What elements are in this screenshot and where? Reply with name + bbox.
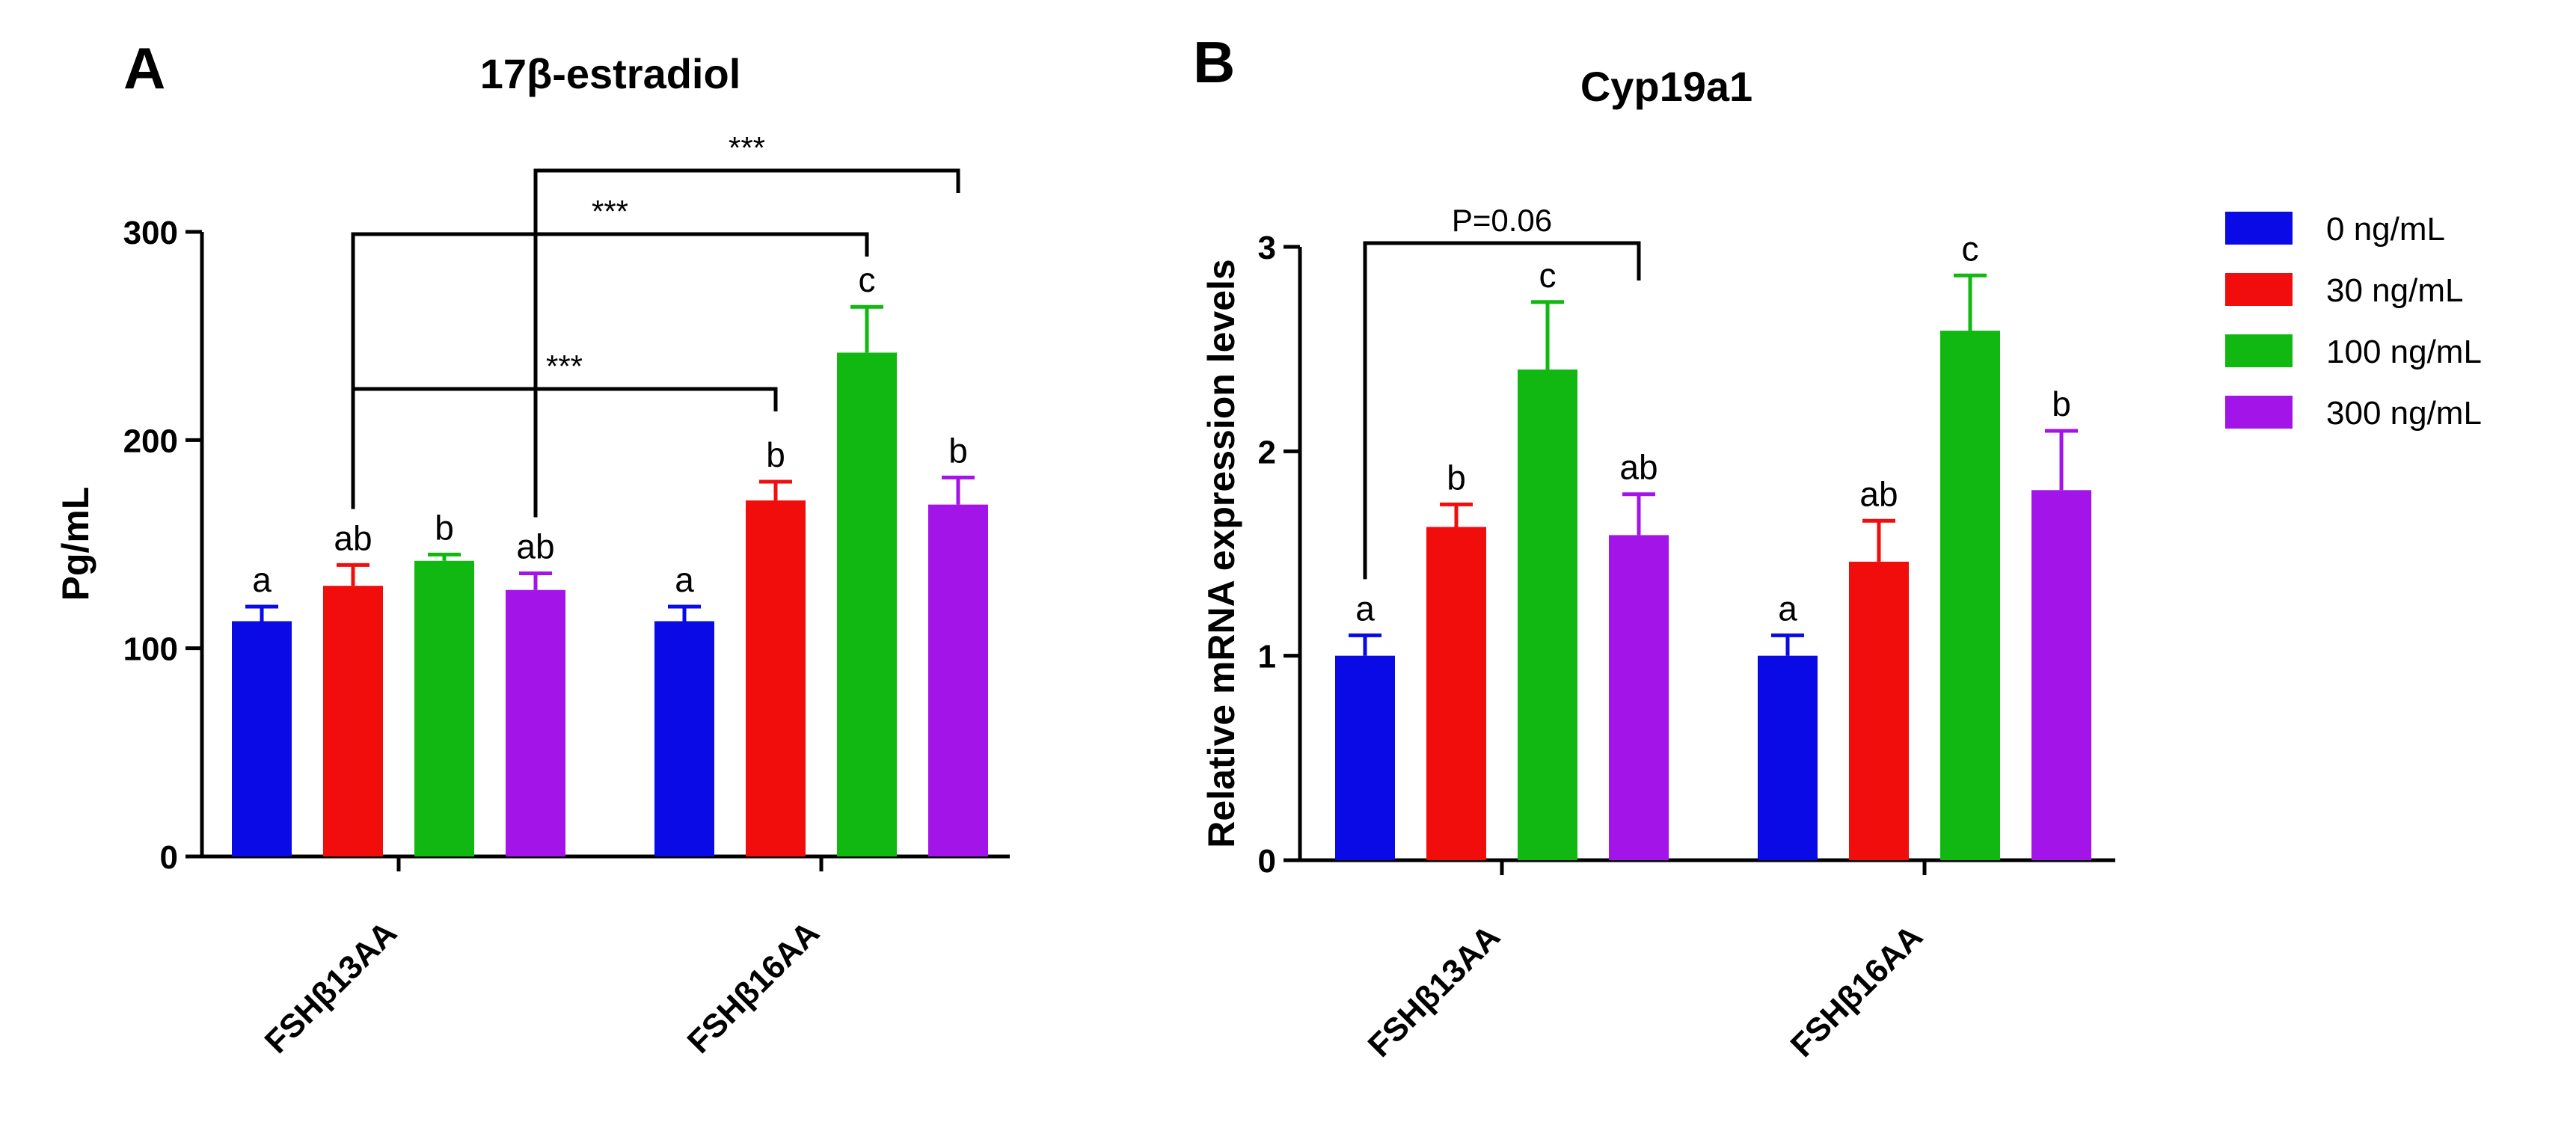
y-tick-label: 3 [1258, 230, 1276, 266]
significance-letter: ab [1859, 474, 1898, 513]
comparison-bracket [533, 168, 960, 518]
bar [1758, 655, 1818, 860]
significance-letter: a [1778, 589, 1797, 628]
chart-panel-b: B Cyp19a1 Relative mRNA expression levels 0… [1193, 29, 2115, 1064]
bar [1849, 561, 1909, 860]
bar [323, 586, 383, 856]
legend-label: 300 ng/mL [2326, 395, 2482, 432]
bar [837, 352, 897, 856]
comparison-label: *** [546, 349, 583, 384]
category-label: FSHβ13AA [1361, 918, 1507, 1064]
significance-letter: c [1539, 256, 1557, 295]
y-axis-label: Pg/mL [55, 487, 96, 601]
panel-letter: B [1193, 29, 1235, 95]
significance-letter: b [1447, 458, 1466, 497]
significance-letter: ab [334, 518, 372, 557]
category-label: FSHβ16AA [681, 914, 827, 1060]
legend-label: 0 ng/mL [2326, 211, 2445, 248]
bar [1609, 535, 1669, 860]
legend-swatch [2225, 334, 2293, 367]
legend-label: 30 ng/mL [2326, 272, 2463, 309]
bar [1518, 370, 1577, 860]
comparison-bracket [1363, 241, 1641, 580]
category-label: FSHβ16AA [1784, 918, 1930, 1064]
bar [1940, 331, 2000, 861]
legend-swatch [2225, 212, 2293, 245]
panel-letter: A [123, 35, 165, 101]
significance-letter: a [1355, 589, 1375, 628]
comparison-label: *** [729, 130, 765, 165]
chart-title: 17β-estradiol [480, 50, 741, 97]
comparison-bracket [351, 232, 869, 509]
legend-label: 100 ng/mL [2326, 334, 2482, 370]
legend-swatch [2225, 396, 2293, 429]
significance-letter: b [435, 508, 454, 547]
significance-letter: b [766, 435, 785, 474]
y-tick-label: 300 [123, 215, 178, 251]
significance-letter: c [859, 260, 876, 299]
bar [928, 504, 988, 856]
category-label: FSHβ13AA [258, 914, 404, 1060]
significance-letter: b [2052, 384, 2071, 423]
bar [414, 560, 474, 856]
bar [232, 621, 292, 856]
y-axis-label: Relative mRNA expression levels [1200, 259, 1242, 847]
comparison-label: *** [592, 194, 628, 229]
significance-letter: b [948, 431, 968, 470]
bar [2031, 490, 2091, 860]
y-tick-label: 0 [160, 839, 178, 876]
significance-letter: c [1962, 229, 1979, 268]
comparison-bracket [351, 387, 778, 509]
chart-title: Cyp19a1 [1580, 63, 1752, 110]
y-tick-label: 200 [123, 423, 178, 459]
y-tick-label: 2 [1258, 434, 1276, 470]
legend: 0 ng/mL 30 ng/mL 100 ng/mL 300 ng/mL [2225, 211, 2482, 432]
bar [1426, 527, 1486, 860]
y-tick-label: 100 [123, 631, 178, 668]
bar [746, 500, 806, 856]
significance-letter: a [675, 560, 694, 599]
significance-letter: a [252, 560, 272, 599]
significance-letter: ab [1619, 448, 1657, 487]
bar [506, 589, 565, 856]
y-tick-label: 1 [1258, 639, 1276, 675]
y-tick-label: 0 [1258, 843, 1276, 880]
significance-letter: ab [516, 527, 554, 565]
legend-swatch [2225, 273, 2293, 306]
bar [654, 621, 714, 856]
bar [1335, 655, 1395, 860]
comparison-label: P=0.06 [1452, 203, 1552, 238]
